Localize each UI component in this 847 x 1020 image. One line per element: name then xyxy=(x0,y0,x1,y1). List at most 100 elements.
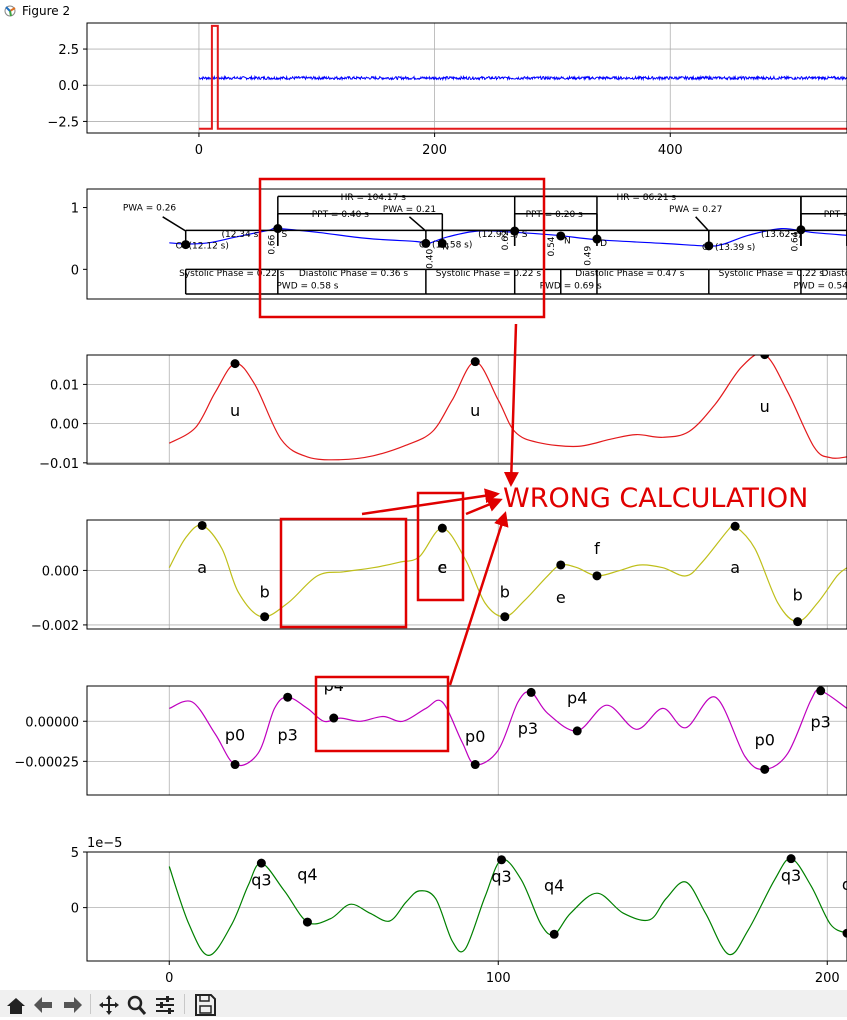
point-label: S xyxy=(522,230,528,240)
point-label: D xyxy=(600,239,607,249)
point-label: p3 xyxy=(278,726,298,745)
point-label: p0 xyxy=(225,726,245,745)
pwa-pointer xyxy=(163,217,186,231)
point-label: HR = 104.17 s xyxy=(341,193,407,203)
data-point xyxy=(471,760,480,769)
pwa-pointer xyxy=(409,217,425,231)
save-icon[interactable] xyxy=(192,992,218,1016)
pwa-pointer xyxy=(696,217,709,231)
data-point xyxy=(731,522,740,531)
y-tick-label: −2.5 xyxy=(47,115,79,130)
point-label: q4 xyxy=(544,876,564,895)
y-tick-label: 1 xyxy=(71,202,79,217)
y-tick-label: 5 xyxy=(71,846,79,861)
data-point xyxy=(843,929,847,938)
point-label: e xyxy=(437,558,447,577)
vertical-label: 0.54 xyxy=(547,236,557,256)
data-point xyxy=(257,859,266,868)
pan-icon[interactable] xyxy=(96,992,122,1016)
point-label: f xyxy=(594,539,600,558)
x-tick-label: 0 xyxy=(165,971,173,986)
data-point xyxy=(787,854,796,863)
configure-subplots-icon[interactable] xyxy=(152,992,178,1016)
user-annotations: WRONG CALCULATION xyxy=(260,179,808,751)
data-point xyxy=(303,918,312,927)
y-tick-label: 0.01 xyxy=(50,378,79,393)
data-point xyxy=(527,688,536,697)
series-line xyxy=(169,524,847,621)
x-tick-label: 0 xyxy=(195,143,203,158)
toolbar-separator xyxy=(90,994,91,1014)
point-label: Systolic Phase = 0.22 s xyxy=(719,269,825,279)
data-point xyxy=(592,571,601,580)
data-point xyxy=(793,617,802,626)
vertical-label: 0.40 xyxy=(425,249,435,269)
x-tick-label: 400 xyxy=(658,143,683,158)
point-label: Diastolic Phase = 0.36 s xyxy=(299,269,409,279)
data-point xyxy=(500,612,509,621)
data-point xyxy=(550,930,559,939)
y-tick-label: 0.00 xyxy=(50,418,79,433)
point-label: b xyxy=(260,583,270,602)
annotation-arrow xyxy=(466,500,500,514)
x-tick-label: 200 xyxy=(422,143,447,158)
point-label: (13.39 s) xyxy=(715,243,755,253)
point-label: u xyxy=(760,397,770,416)
data-point xyxy=(760,765,769,774)
point-label: a xyxy=(730,558,740,577)
point-label: HR = 86.21 s xyxy=(617,193,677,203)
data-point xyxy=(260,612,269,621)
point-label: PWD = 0.58 s xyxy=(276,281,338,291)
point-label: (12.12 s) xyxy=(189,241,229,251)
home-icon[interactable] xyxy=(3,992,29,1016)
navigation-toolbar xyxy=(0,990,847,1017)
data-point xyxy=(816,686,825,695)
point-label: p3 xyxy=(518,719,538,738)
point-label: N xyxy=(442,243,449,253)
point-label: p4 xyxy=(567,689,587,708)
point-label: PWD = 0.69 s xyxy=(540,281,602,291)
point-label: PWA = 0.26 xyxy=(123,204,177,214)
point-label: b xyxy=(500,583,510,602)
offset-text: 1e−5 xyxy=(87,836,122,851)
series-line xyxy=(169,353,847,459)
point-label: Diastol xyxy=(822,269,847,279)
point-label: a xyxy=(197,558,207,577)
y-tick-label: 0 xyxy=(71,902,79,917)
annotation-arrow xyxy=(362,494,497,514)
annotation-arrow xyxy=(511,324,516,484)
toolbar-separator xyxy=(184,994,185,1014)
point-label: PWD = 0.54 xyxy=(793,281,847,291)
x-tick-label: 100 xyxy=(486,971,511,986)
axes-ppg-raw: 2.5 0.0 −2.5 0 200 400 xyxy=(47,23,847,158)
point-label: p0 xyxy=(465,727,485,746)
point-label: q3 xyxy=(491,867,511,886)
point-label: p0 xyxy=(755,730,775,749)
back-icon[interactable] xyxy=(31,992,57,1016)
zoom-icon[interactable] xyxy=(124,992,150,1016)
point-label: O xyxy=(702,243,709,253)
y-tick-label: 2.5 xyxy=(58,43,79,58)
data-point xyxy=(471,357,480,366)
point-label: q xyxy=(842,875,847,894)
data-point xyxy=(329,714,338,723)
y-tick-label: −0.002 xyxy=(31,619,79,634)
wrong-calculation-annotation: WRONG CALCULATION xyxy=(503,483,808,514)
y-tick-label: −0.01 xyxy=(39,457,79,472)
point-label: q3 xyxy=(251,870,271,889)
forward-icon[interactable] xyxy=(59,992,85,1016)
highlight-box xyxy=(281,519,406,627)
plot-area: PWA = 0.26O(12.12 s)(12.34 s)SHR = 104.1… xyxy=(123,193,847,294)
point-label: O xyxy=(176,241,183,251)
point-label: N xyxy=(564,236,571,246)
highlight-box xyxy=(418,493,463,600)
point-label: S xyxy=(282,230,288,240)
y-tick-label: 0.0 xyxy=(58,79,79,94)
data-point xyxy=(231,359,240,368)
